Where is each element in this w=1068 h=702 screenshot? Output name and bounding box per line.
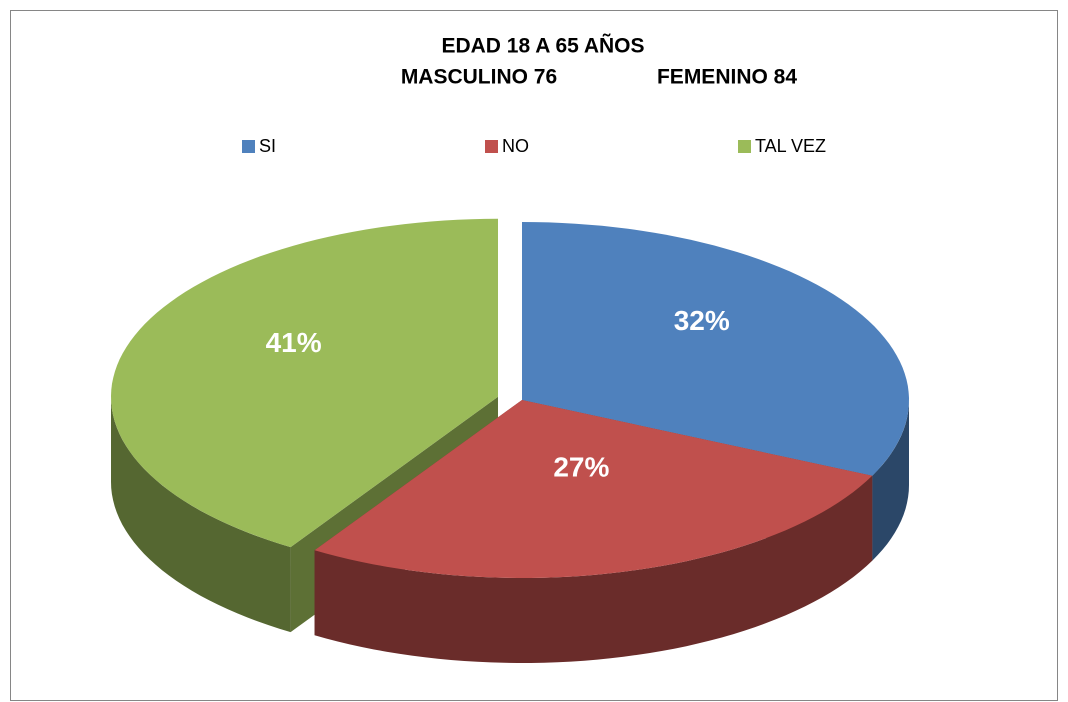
data-label: 41%	[266, 327, 322, 358]
data-label: 32%	[674, 305, 730, 336]
legend-label: SI	[259, 136, 276, 156]
slice	[111, 218, 498, 548]
legend-swatch	[242, 140, 255, 153]
legend-label: NO	[502, 136, 529, 156]
chart-subtitle: FEMENINO 84	[657, 66, 797, 89]
slice-side	[872, 400, 909, 561]
slice-side	[314, 475, 873, 663]
chart-subtitle: MASCULINO 76	[401, 66, 557, 89]
slice	[522, 222, 909, 476]
legend-swatch	[738, 140, 751, 153]
legend-swatch	[485, 140, 498, 153]
slice-side	[111, 396, 291, 633]
chart-title: EDAD 18 A 65 AÑOS	[441, 35, 644, 58]
data-label: 27%	[553, 451, 609, 482]
legend-label: TAL VEZ	[755, 136, 826, 156]
slice	[314, 400, 873, 578]
